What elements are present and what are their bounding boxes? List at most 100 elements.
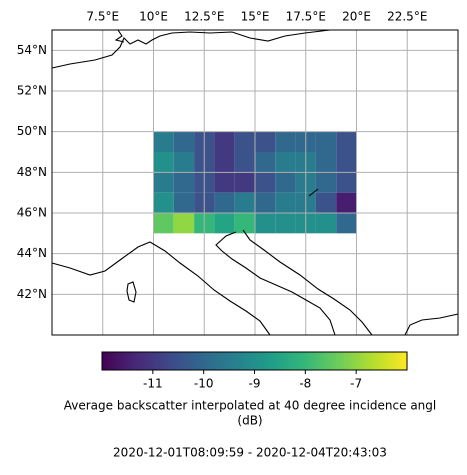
coast-greece xyxy=(404,313,459,336)
cell xyxy=(153,152,174,173)
colorbar-swatch xyxy=(346,352,350,370)
cell xyxy=(255,213,276,234)
colorbar-swatch xyxy=(244,352,248,370)
cell xyxy=(315,131,337,152)
colorbar-swatch xyxy=(394,352,398,370)
colorbar-swatch xyxy=(241,352,245,370)
cell xyxy=(275,131,296,152)
colorbar-swatch xyxy=(155,352,159,370)
cell xyxy=(255,152,276,173)
colorbar-swatch xyxy=(315,352,319,370)
colorbar-swatch xyxy=(201,352,205,370)
colorbar-swatch xyxy=(140,352,144,370)
colorbar-swatch xyxy=(323,352,327,370)
colorbar-swatch xyxy=(401,352,406,370)
cell xyxy=(173,192,195,213)
cell xyxy=(255,192,276,213)
colorbar-swatch xyxy=(173,352,177,370)
colorbar-swatch xyxy=(257,352,261,370)
lake xyxy=(308,188,319,197)
colorbar-swatch xyxy=(107,352,111,370)
colorbar-swatch xyxy=(196,352,200,370)
colorbar-tick-label: -10 xyxy=(194,377,214,391)
colorbar-swatch xyxy=(297,352,301,370)
y-tick-label: 46°N xyxy=(17,206,47,220)
colorbar-swatch xyxy=(229,352,233,370)
cell xyxy=(234,213,255,234)
colorbar-swatch xyxy=(295,352,299,370)
colorbar-swatch xyxy=(213,352,217,370)
colorbar-swatch xyxy=(361,352,365,370)
cell xyxy=(315,213,337,234)
colorbar-swatch xyxy=(399,352,403,370)
colorbar-swatch xyxy=(386,352,390,370)
grid xyxy=(52,30,458,335)
colorbar-swatch xyxy=(282,352,286,370)
colorbar-swatch xyxy=(391,352,395,370)
y-tick-label: 42°N xyxy=(17,287,47,301)
colorbar-swatch xyxy=(272,352,276,370)
cell xyxy=(234,172,255,193)
colorbar-swatch xyxy=(285,352,289,370)
cell xyxy=(153,213,174,234)
map-frame xyxy=(51,29,459,336)
colorbar-swatch xyxy=(224,352,228,370)
colorbar-swatch xyxy=(183,352,187,370)
colorbar-swatch xyxy=(124,352,129,370)
colorbar-swatch xyxy=(328,352,332,370)
colorbar-swatch xyxy=(267,352,271,370)
colorbar-swatch xyxy=(185,352,190,370)
y-tick-label: 50°N xyxy=(17,124,47,138)
cell xyxy=(153,131,174,152)
cell xyxy=(336,152,357,173)
colorbar-swatch xyxy=(381,352,385,370)
colorbar-swatch xyxy=(358,352,362,370)
colorbar-swatch xyxy=(363,352,367,370)
colorbar-swatch xyxy=(137,352,141,370)
colorbar-swatch xyxy=(379,352,383,370)
colorbar-swatch xyxy=(356,352,360,370)
colorbar-swatch xyxy=(178,352,182,370)
colorbar-swatch xyxy=(203,352,207,370)
colorbar-swatch xyxy=(236,352,240,370)
cell xyxy=(214,131,235,152)
colorbar-swatch xyxy=(150,352,154,370)
colorbar-swatch xyxy=(198,352,202,370)
colorbar-swatch xyxy=(188,352,192,370)
colorbar-swatch xyxy=(142,352,146,370)
colorbar-swatch xyxy=(246,352,251,370)
colorbar-swatch xyxy=(132,352,136,370)
colorbar-swatch xyxy=(249,352,253,370)
cell xyxy=(153,192,174,213)
y-tick-label: 52°N xyxy=(17,84,47,98)
cell xyxy=(336,192,357,213)
colorbar-swatch xyxy=(373,352,378,370)
colorbar-swatch xyxy=(396,352,400,370)
colorbar-swatch xyxy=(310,352,314,370)
colorbar-swatch xyxy=(251,352,256,370)
colorbar-swatch xyxy=(157,352,162,370)
cell xyxy=(214,192,235,213)
colorbar-swatch xyxy=(168,352,172,370)
y-tick-label: 48°N xyxy=(17,165,47,179)
colorbar-swatch xyxy=(312,352,317,370)
colorbar-swatch xyxy=(300,352,304,370)
colorbar-swatch xyxy=(335,352,339,370)
cell xyxy=(275,213,296,234)
colorbar-swatch xyxy=(269,352,273,370)
colorbar-swatch xyxy=(129,352,134,370)
colorbar-swatch xyxy=(259,352,263,370)
cell xyxy=(336,131,357,152)
colorbar-swatch xyxy=(343,352,347,370)
colorbar-swatch xyxy=(231,352,235,370)
cell xyxy=(315,172,337,193)
colorbar-swatch xyxy=(254,352,258,370)
x-tick-label: 10°E xyxy=(139,10,168,24)
colorbar-swatch xyxy=(145,352,149,370)
cell xyxy=(315,192,337,213)
colorbar-swatch xyxy=(384,352,388,370)
colorbar-swatch xyxy=(318,352,322,370)
colorbar-swatch xyxy=(305,352,309,370)
colorbar-swatch xyxy=(287,352,291,370)
x-tick-label: 15°E xyxy=(241,10,270,24)
